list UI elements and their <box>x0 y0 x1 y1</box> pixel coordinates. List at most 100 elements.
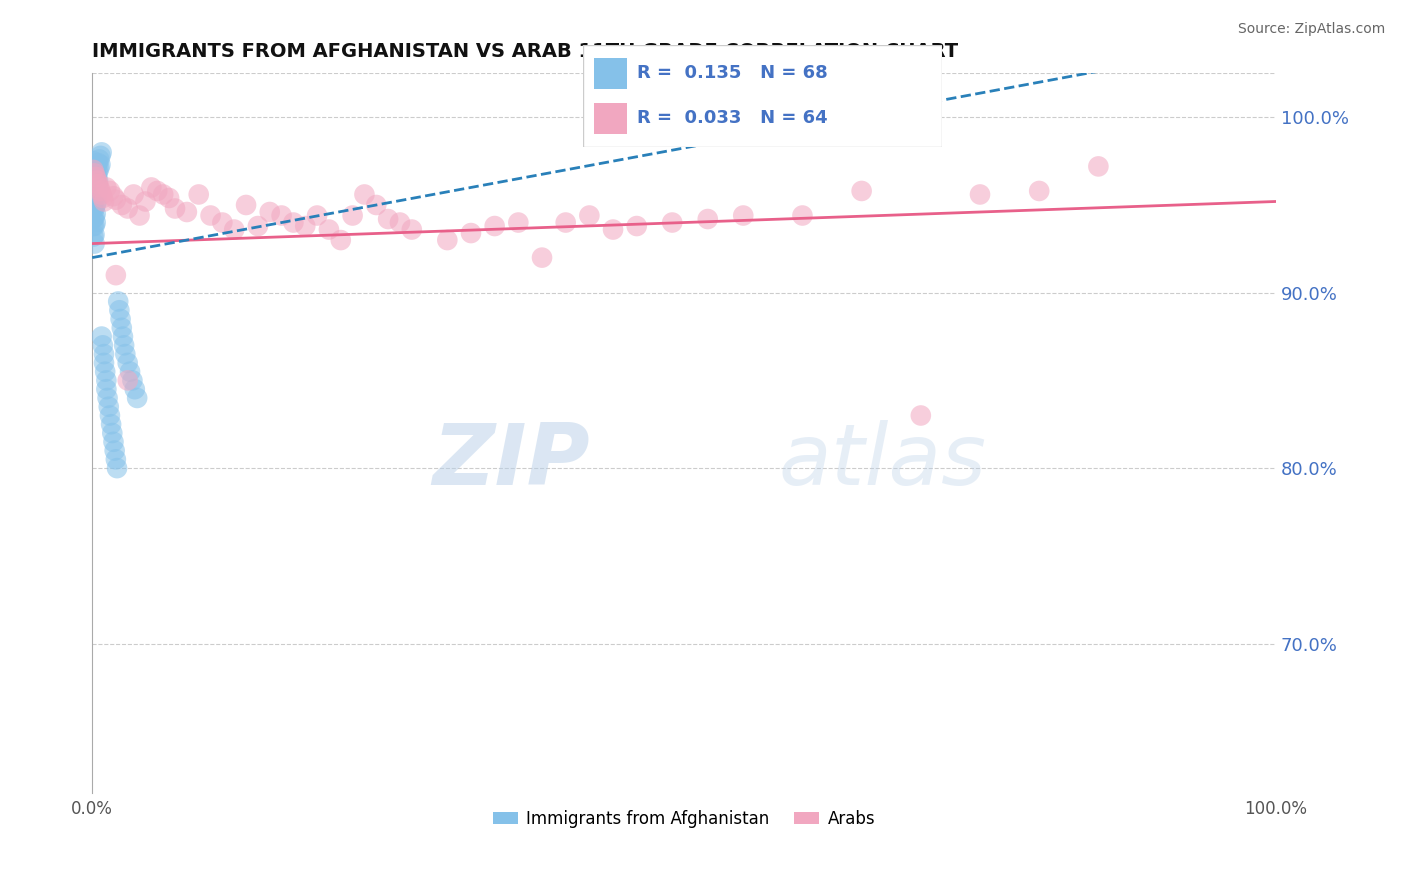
Point <box>96 180 118 194</box>
Point <box>117 202 139 216</box>
Point <box>111 329 134 343</box>
Point <box>141 180 163 194</box>
Point <box>626 219 648 233</box>
Point <box>508 215 530 229</box>
Point <box>83 227 105 242</box>
Point <box>89 180 111 194</box>
Bar <box>595 103 627 134</box>
Point <box>84 169 107 184</box>
Point <box>103 189 125 203</box>
Point <box>342 209 364 223</box>
Point <box>91 338 114 352</box>
Point <box>87 182 110 196</box>
Point <box>294 219 316 233</box>
Text: ZIP: ZIP <box>432 420 589 503</box>
Point <box>401 222 423 236</box>
Point <box>83 175 105 189</box>
Point <box>82 219 104 233</box>
Point <box>157 191 180 205</box>
Point <box>120 365 142 379</box>
Point <box>86 173 108 187</box>
Point <box>484 219 506 233</box>
Point <box>97 400 120 414</box>
Point <box>104 443 127 458</box>
Point <box>792 209 814 223</box>
Point <box>105 461 128 475</box>
Point <box>82 162 104 177</box>
Text: R =  0.135   N = 68: R = 0.135 N = 68 <box>637 64 828 82</box>
Point <box>83 211 105 225</box>
Legend: Immigrants from Afghanistan, Arabs: Immigrants from Afghanistan, Arabs <box>486 804 882 835</box>
Point <box>128 209 150 223</box>
Point <box>910 409 932 423</box>
Point <box>83 166 105 180</box>
Point <box>307 209 329 223</box>
Point <box>329 233 352 247</box>
Point <box>460 226 482 240</box>
Point <box>318 222 340 236</box>
Point <box>554 215 576 229</box>
Point <box>111 198 134 212</box>
Point <box>112 338 135 352</box>
Point <box>89 161 111 176</box>
Point <box>86 186 108 200</box>
Text: IMMIGRANTS FROM AFGHANISTAN VS ARAB 11TH GRADE CORRELATION CHART: IMMIGRANTS FROM AFGHANISTAN VS ARAB 11TH… <box>93 42 959 61</box>
Point <box>235 198 257 212</box>
Point <box>83 202 105 216</box>
Point <box>82 184 104 198</box>
Point <box>187 187 209 202</box>
Point <box>127 391 149 405</box>
Point <box>211 215 233 229</box>
Point <box>82 180 104 194</box>
Point <box>89 184 111 198</box>
Point <box>86 168 108 182</box>
Point <box>851 184 873 198</box>
Point <box>246 219 269 233</box>
Point <box>107 294 129 309</box>
Point <box>110 312 132 326</box>
Point <box>117 356 139 370</box>
Point <box>134 194 156 209</box>
Point <box>1087 160 1109 174</box>
Point <box>163 202 186 216</box>
Point <box>200 209 222 223</box>
Point <box>104 193 127 207</box>
Point <box>111 320 134 334</box>
Point <box>87 177 110 191</box>
Point <box>84 189 107 203</box>
Point <box>84 207 107 221</box>
Point <box>83 184 105 198</box>
Point <box>661 215 683 229</box>
Point <box>96 382 118 396</box>
Point <box>87 156 110 170</box>
Point <box>98 409 121 423</box>
Text: atlas: atlas <box>779 420 987 503</box>
Point <box>98 184 121 198</box>
Point <box>259 205 281 219</box>
Point <box>969 187 991 202</box>
Point <box>84 171 107 186</box>
Point <box>104 268 127 282</box>
Point <box>602 222 624 236</box>
Point <box>124 382 146 396</box>
Point <box>146 184 169 198</box>
Point <box>103 434 125 449</box>
Point <box>152 187 174 202</box>
Point <box>89 153 111 167</box>
Point <box>83 166 105 180</box>
FancyBboxPatch shape <box>583 45 942 147</box>
Point <box>1028 184 1050 198</box>
Point <box>97 391 120 405</box>
Point <box>94 365 117 379</box>
Point <box>117 373 139 387</box>
Point <box>82 162 104 177</box>
Point <box>82 229 104 244</box>
Point <box>224 222 246 236</box>
Point <box>82 194 104 209</box>
Point <box>733 209 755 223</box>
Point <box>114 347 136 361</box>
Point <box>83 219 105 233</box>
Bar <box>595 58 627 88</box>
Point <box>84 198 107 212</box>
Point <box>86 177 108 191</box>
